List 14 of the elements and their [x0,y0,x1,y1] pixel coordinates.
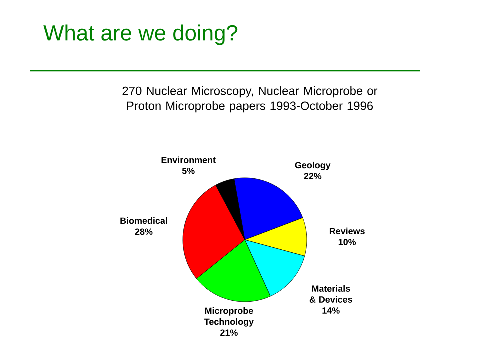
slice-label: Microprobe Technology [204,308,254,327]
data-label: 10% [338,239,356,246]
chart-subtitle: 270 Nuclear Microscopy, Nuclear Microprobe or Proton Microprobe papers 1993-October 1996 [122,86,378,113]
data-label: 5% [182,168,195,174]
slice-label: Biomedical [120,218,168,224]
slice-label: Reviews [330,228,365,234]
data-label: 21% [220,330,238,336]
chart-title: What are we doing? [44,24,238,46]
data-label: 14% [322,308,340,314]
data-label: 28% [135,228,153,236]
slice-label: Materials & Devices [310,285,352,303]
slice-label: Environment [162,156,216,164]
data-label: 22% [304,173,322,180]
slice-label: Geology [295,162,331,170]
